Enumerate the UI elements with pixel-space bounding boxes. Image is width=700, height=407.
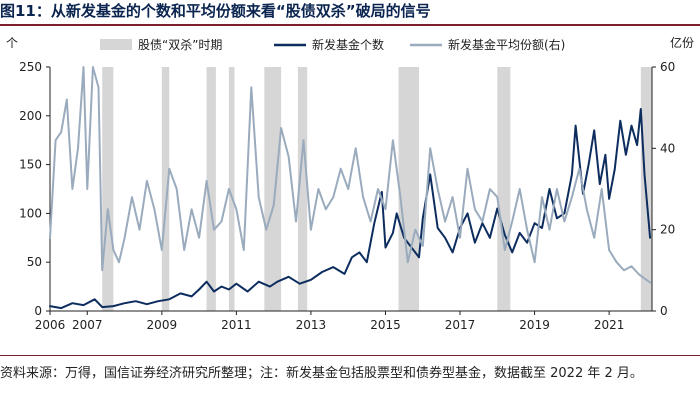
shade-period-4 <box>264 67 282 311</box>
x-tick-label: 2009 <box>147 318 178 332</box>
y-right-unit-label: 亿份 <box>670 35 694 50</box>
shade-period-0 <box>102 67 114 311</box>
y-right-tick-label: 0 <box>660 304 668 318</box>
y-left-tick-label: 250 <box>19 60 42 74</box>
legend-label-count: 新发基金个数 <box>312 37 384 52</box>
source-note: 资料来源：万得，国信证券经济研究所整理；注：新发基金包括股票型和债券型基金，数据… <box>0 366 643 381</box>
y-right-tick-label: 40 <box>660 141 675 155</box>
series-line-count <box>49 108 652 310</box>
chart-svg: 0 50 100 150 200 250 0 20 40 60 2006 2007 2009 2011 20… <box>6 35 694 332</box>
x-tick-label: 2015 <box>370 318 401 332</box>
shade-period-2 <box>206 67 216 311</box>
x-tick-label: 2017 <box>445 318 476 332</box>
x-tick-label: 2007 <box>72 318 103 332</box>
y-left-tick-label: 100 <box>19 206 42 220</box>
y-left-tick-label: 150 <box>19 158 42 172</box>
x-tick-label: 2011 <box>221 318 252 332</box>
legend-label-avg: 新发基金平均份额(右) <box>448 37 565 52</box>
series-lines <box>49 66 652 310</box>
shade-period-1 <box>161 67 170 311</box>
y-right-tick-label: 20 <box>660 223 675 237</box>
shade-period-6 <box>398 67 420 311</box>
x-tick-label: 2013 <box>296 318 327 332</box>
y-left-tick-label: 200 <box>19 109 42 123</box>
series-line-avg <box>49 66 652 284</box>
shade-period-7 <box>497 67 511 311</box>
y-right-tick-label: 60 <box>660 60 675 74</box>
legend-label-shade: 股债“双杀”时期 <box>138 37 222 52</box>
y-left-unit-label: 个 <box>6 36 18 50</box>
legend: 股债“双杀”时期 新发基金个数 新发基金平均份额(右) <box>100 37 565 52</box>
axes: 0 50 100 150 200 250 0 20 40 60 2006 2007 2009 2011 20… <box>6 35 694 332</box>
y-left-tick-label: 0 <box>34 304 42 318</box>
shade-period-3 <box>228 67 235 311</box>
chart-title: 图11：从新发基金的个数和平均份额来看“股债双杀”破局的信号 <box>0 2 431 20</box>
shade-period-5 <box>297 67 308 311</box>
x-tick-label: 2006 <box>35 318 66 332</box>
x-tick-label: 2021 <box>594 318 625 332</box>
x-tick-label: 2019 <box>519 318 550 332</box>
y-left-tick-label: 50 <box>27 255 42 269</box>
title-rule <box>0 24 700 26</box>
legend-swatch-shade <box>100 39 132 50</box>
source-rule <box>0 355 700 356</box>
